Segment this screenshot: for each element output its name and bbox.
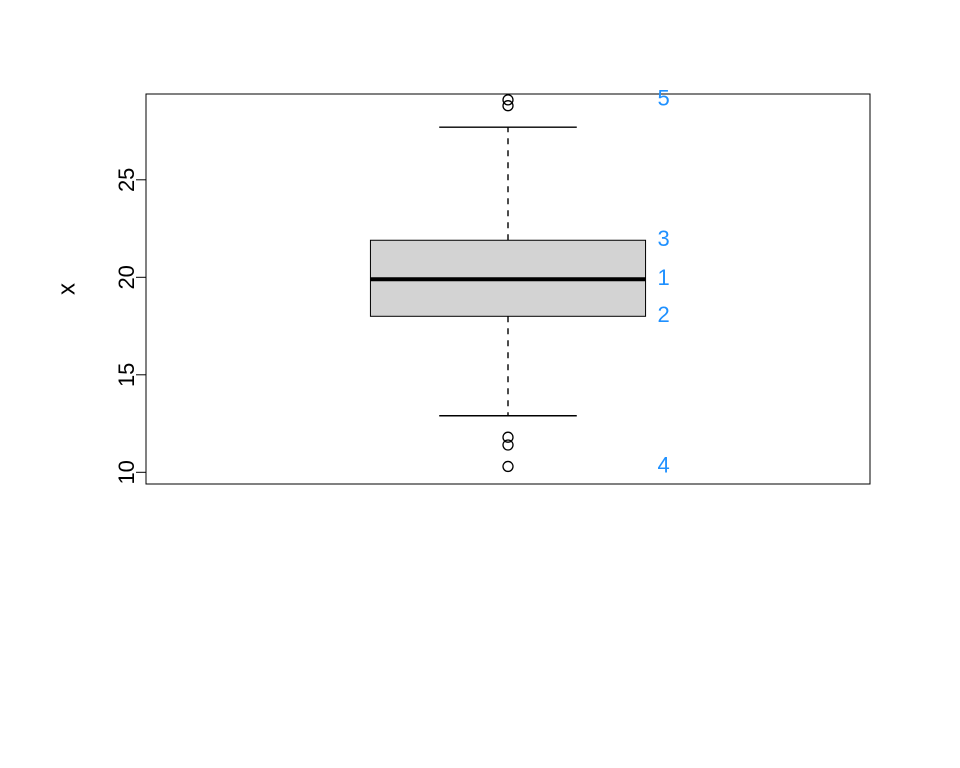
y-axis-label: x: [53, 283, 80, 295]
y-tick-label: 15: [114, 363, 139, 387]
annotation-label: 1: [658, 265, 670, 290]
boxplot-chart: 10 15 20 25 x 1 2 3 4 5: [0, 0, 960, 768]
annotation-label: 4: [658, 452, 670, 477]
y-tick-label: 25: [114, 168, 139, 192]
annotation-label: 5: [658, 86, 670, 111]
annotation-label: 3: [658, 226, 670, 251]
y-tick-label: 10: [114, 460, 139, 484]
chart-background: [0, 0, 960, 768]
annotation-label: 2: [658, 302, 670, 327]
y-tick-label: 20: [114, 265, 139, 289]
